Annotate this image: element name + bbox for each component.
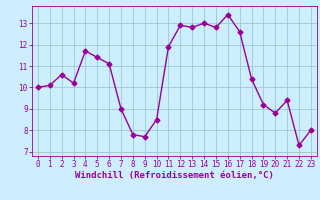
X-axis label: Windchill (Refroidissement éolien,°C): Windchill (Refroidissement éolien,°C) (75, 171, 274, 180)
